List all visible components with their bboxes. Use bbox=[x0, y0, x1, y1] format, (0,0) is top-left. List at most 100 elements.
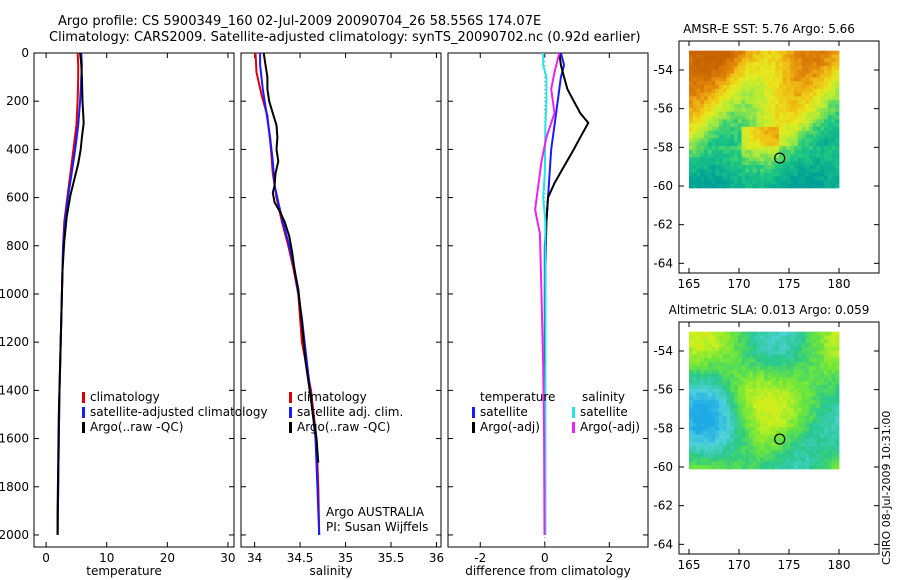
map-cell bbox=[820, 331, 825, 336]
map-cell bbox=[760, 350, 765, 355]
map-cell bbox=[764, 465, 769, 470]
map-cell bbox=[767, 123, 772, 128]
map-cell bbox=[786, 400, 791, 405]
map-cell bbox=[827, 381, 832, 386]
map-cell bbox=[711, 69, 716, 74]
map-cell bbox=[831, 184, 836, 189]
map-cell bbox=[801, 92, 806, 97]
map-cell bbox=[734, 354, 739, 359]
map-cell bbox=[741, 58, 746, 63]
map-cell bbox=[707, 50, 712, 55]
map-cell bbox=[764, 119, 769, 124]
map-cell bbox=[790, 453, 795, 458]
map-cell bbox=[722, 84, 727, 90]
map-cell bbox=[745, 453, 750, 458]
map-cell bbox=[707, 388, 712, 394]
map-cell bbox=[704, 407, 709, 413]
map-cell bbox=[689, 388, 694, 394]
map-cell bbox=[767, 100, 772, 105]
map-cell bbox=[820, 415, 825, 420]
map-cell bbox=[760, 457, 765, 462]
map-cell bbox=[737, 407, 742, 413]
map-cell bbox=[726, 81, 731, 86]
map-cell bbox=[741, 438, 746, 443]
map-cell bbox=[771, 343, 776, 348]
map-cell bbox=[801, 335, 806, 340]
map-cell bbox=[779, 107, 784, 113]
map-cell bbox=[801, 119, 806, 124]
map-cell bbox=[775, 343, 780, 348]
map-cell bbox=[801, 54, 806, 59]
map-cell bbox=[835, 54, 840, 59]
map-cell bbox=[764, 449, 769, 455]
map-cell bbox=[730, 165, 735, 170]
map-cell bbox=[775, 77, 780, 82]
map-cell bbox=[782, 415, 787, 420]
map-cell bbox=[809, 331, 814, 336]
map-cell bbox=[835, 142, 840, 147]
map-cell bbox=[760, 365, 765, 371]
map-cell bbox=[835, 407, 840, 413]
map-cell bbox=[816, 392, 821, 397]
map-cell bbox=[816, 149, 821, 155]
map-cell bbox=[782, 339, 787, 344]
map-cell bbox=[809, 381, 814, 386]
map-cell bbox=[689, 434, 694, 439]
map-cell bbox=[700, 346, 705, 352]
map-cell bbox=[809, 50, 814, 55]
map-cell bbox=[711, 92, 716, 97]
map-cell bbox=[696, 184, 701, 189]
map-cell bbox=[741, 115, 746, 120]
map-cell bbox=[696, 411, 701, 416]
map-cell bbox=[801, 419, 806, 424]
map-cell bbox=[775, 50, 780, 55]
map-cell bbox=[726, 126, 731, 132]
map-cell bbox=[719, 369, 724, 375]
map-cell bbox=[831, 153, 836, 158]
y-tick-label: 1200 bbox=[0, 335, 29, 349]
map-cell bbox=[689, 419, 694, 424]
map-cell bbox=[812, 377, 817, 382]
map-cell bbox=[779, 145, 784, 151]
map-cell bbox=[707, 415, 712, 420]
map-cell bbox=[812, 168, 817, 174]
map-cell bbox=[790, 461, 795, 466]
map-cell bbox=[831, 157, 836, 162]
map-cell bbox=[771, 415, 776, 420]
map-cell bbox=[715, 339, 720, 344]
map-cell bbox=[827, 339, 832, 344]
map-cell bbox=[820, 396, 825, 401]
map-cell bbox=[707, 119, 712, 124]
y-tick-label: -64 bbox=[653, 537, 673, 551]
map-cell bbox=[760, 50, 765, 55]
map-cell bbox=[824, 81, 829, 86]
map-cell bbox=[734, 365, 739, 371]
map-cell bbox=[809, 343, 814, 348]
map-cell bbox=[767, 81, 772, 86]
map-cell bbox=[737, 157, 742, 162]
map-cell bbox=[696, 119, 701, 124]
map-cell bbox=[835, 343, 840, 348]
map-cell bbox=[741, 153, 746, 158]
map-cell bbox=[756, 354, 761, 359]
map-cell bbox=[827, 369, 832, 375]
map-cell bbox=[820, 84, 825, 90]
map-cell bbox=[771, 381, 776, 386]
map-cell bbox=[752, 438, 757, 443]
map-cell bbox=[760, 461, 765, 466]
map-cell bbox=[749, 358, 754, 363]
map-cell bbox=[805, 115, 810, 120]
map-cell bbox=[726, 430, 731, 436]
map-cell bbox=[790, 411, 795, 416]
map-cell bbox=[704, 415, 709, 420]
map-cell bbox=[816, 426, 821, 432]
map-cell bbox=[700, 157, 705, 162]
map-cell bbox=[786, 381, 791, 386]
map-cell bbox=[752, 58, 757, 63]
map-cell bbox=[827, 385, 832, 390]
map-cell bbox=[779, 335, 784, 340]
map-cell bbox=[734, 339, 739, 344]
map-cell bbox=[794, 354, 799, 359]
map-cell bbox=[730, 62, 735, 67]
map-cell bbox=[797, 358, 802, 363]
